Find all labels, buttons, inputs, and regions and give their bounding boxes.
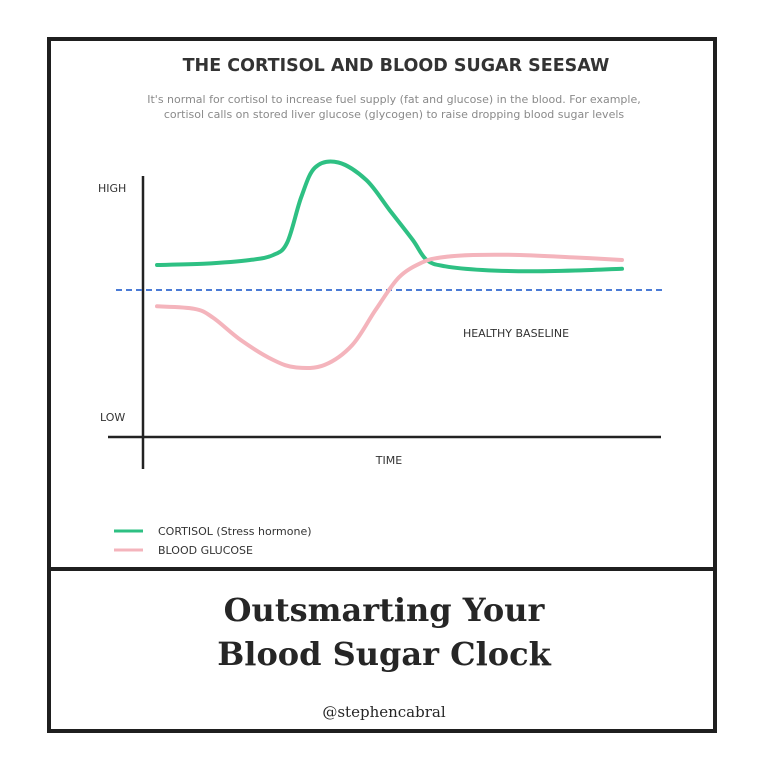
x-axis-label: TIME (375, 454, 402, 467)
author-handle[interactable]: @stephencabral (322, 703, 446, 721)
poster-divider (47, 567, 717, 571)
cortisol-series-line (155, 159, 624, 274)
poster-frame (47, 37, 717, 733)
book-title-line1: Outsmarting Your (223, 591, 545, 629)
y-tick-low: LOW (100, 411, 125, 424)
blood-glucose-series-line (155, 252, 624, 371)
y-tick-high: HIGH (98, 182, 126, 195)
book-title: Outsmarting Your Blood Sugar Clock (0, 588, 768, 676)
book-title-line2: Blood Sugar Clock (217, 635, 551, 673)
healthy-baseline-label: HEALTHY BASELINE (463, 327, 569, 340)
legend-label-cortisol: CORTISOL (Stress hormone) (158, 525, 312, 538)
chart-subtitle-line1: It's normal for cortisol to increase fue… (147, 93, 641, 106)
chart-title: THE CORTISOL AND BLOOD SUGAR SEESAW (183, 56, 610, 76)
chart-subtitle-line2: cortisol calls on stored liver glucose (… (164, 108, 625, 121)
legend-label-blood-glucose: BLOOD GLUCOSE (158, 544, 253, 557)
